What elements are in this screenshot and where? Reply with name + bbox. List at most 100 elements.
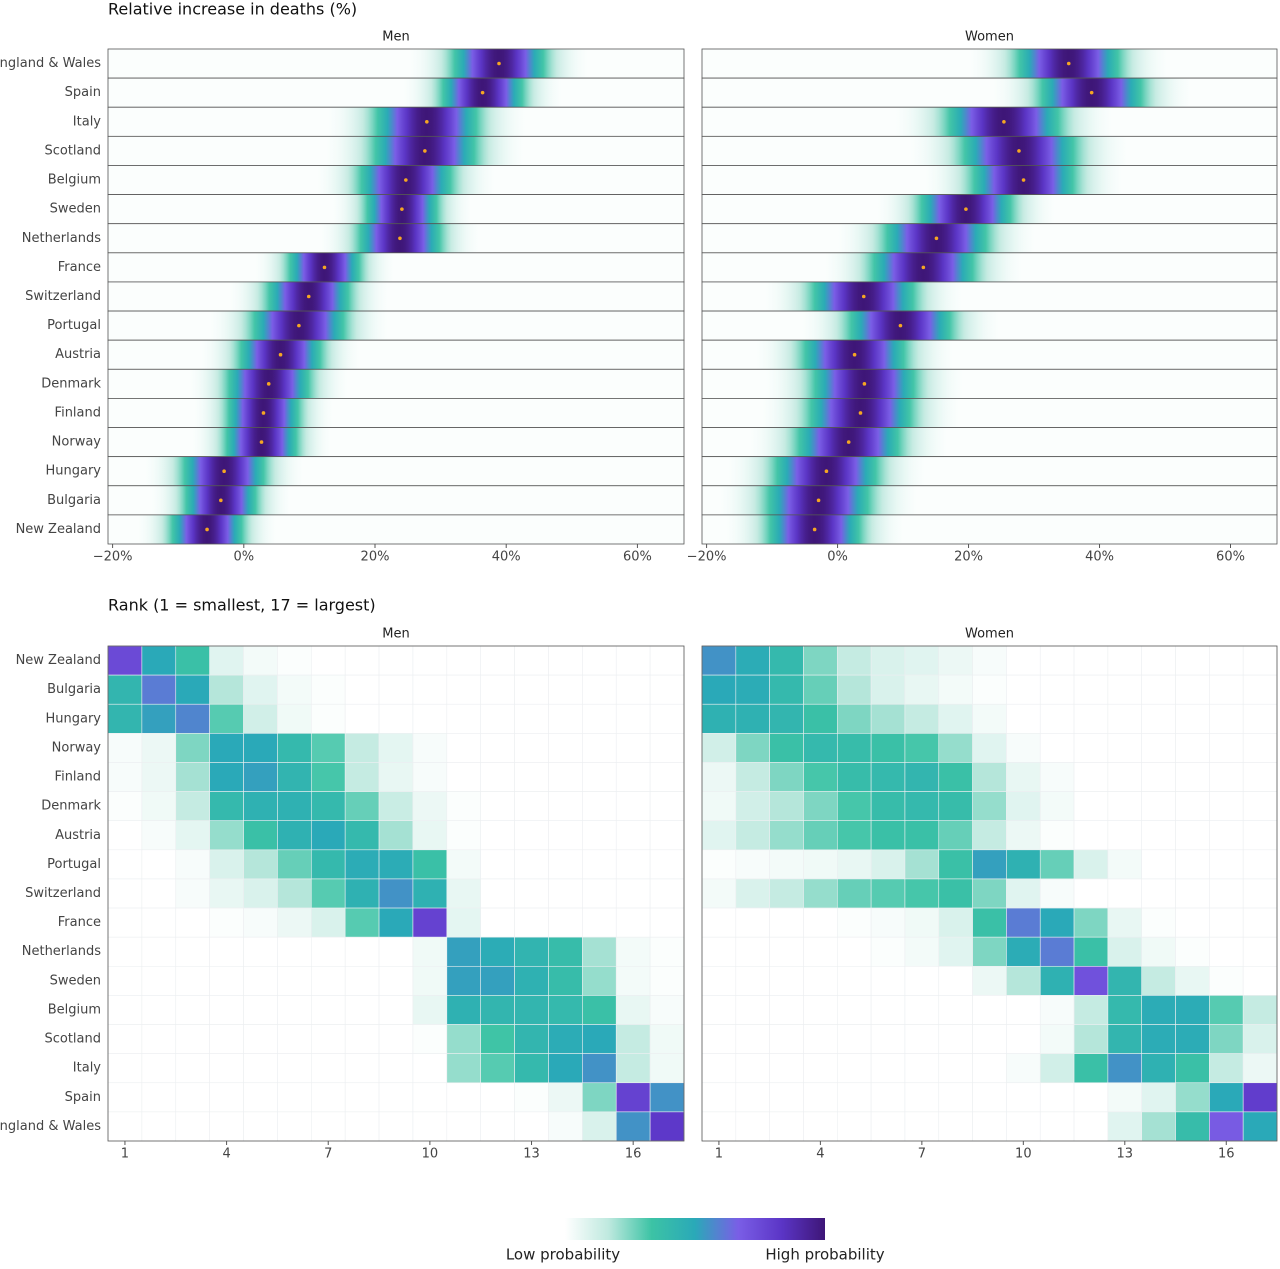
heat-cell [803, 965, 838, 996]
heat-cell [1209, 733, 1244, 763]
heat-cell [904, 878, 940, 909]
heat-cell [412, 733, 448, 763]
heat-cell [701, 674, 737, 705]
heat-cell [701, 907, 737, 938]
heat-cell [735, 1053, 770, 1084]
heat-cell [769, 1024, 804, 1054]
heat-cell [175, 1053, 210, 1084]
density-band [701, 281, 1278, 312]
heat-cell [378, 878, 414, 909]
heat-cell [446, 1024, 482, 1054]
density-band [107, 223, 685, 254]
heat-cell [769, 791, 804, 822]
heat-cell [1175, 965, 1210, 996]
heat-cell [1242, 674, 1278, 705]
heat-cell [972, 674, 1007, 705]
heat-cell [1006, 1111, 1041, 1142]
heat-cell [972, 995, 1007, 1025]
heat-cell [735, 1024, 770, 1054]
heat-cell [1107, 645, 1143, 676]
heat-cell [378, 1111, 414, 1142]
heat-cell [735, 965, 770, 996]
heat-cell [344, 936, 380, 967]
heat-cell [310, 1024, 346, 1054]
heat-cell [480, 1024, 515, 1054]
heat-cell [1209, 995, 1244, 1025]
heat-cell [701, 1053, 737, 1084]
heat-cell [972, 936, 1007, 967]
heat-cell [938, 762, 973, 792]
heat-cell [514, 936, 549, 967]
heat-cell [904, 645, 940, 676]
heat-cell [141, 965, 177, 996]
heat-cell [904, 733, 940, 763]
heat-cell [1006, 733, 1041, 763]
heat-cell [548, 762, 583, 792]
heat-cell [175, 1082, 210, 1113]
heat-cell [310, 762, 346, 792]
heat-cell [836, 820, 872, 851]
heat-cell [344, 965, 380, 996]
y-tick-label: Portugal [47, 318, 101, 333]
heat-cell [107, 965, 143, 996]
y-tick-label: Italy [73, 114, 102, 129]
heat-cell [1073, 1024, 1109, 1054]
heat-cell [1039, 703, 1075, 734]
median-point [480, 90, 485, 95]
heat-cell [1175, 907, 1210, 938]
heat-cell [175, 791, 210, 822]
heat-cell [1209, 965, 1244, 996]
heat-cell [310, 645, 346, 676]
heat-cell [836, 733, 872, 763]
heat-cell [107, 995, 143, 1025]
y-tick-label: Switzerland [25, 289, 101, 304]
heat-cell [480, 1111, 515, 1142]
y-tick-label: Denmark [41, 799, 101, 814]
heat-cell [141, 674, 177, 705]
heat-cell [378, 965, 414, 996]
median-point [297, 323, 301, 328]
heat-cell [514, 791, 549, 822]
heat-cell [209, 965, 244, 996]
heat-cell [243, 936, 278, 967]
median-point [898, 323, 903, 328]
heat-cell [175, 1111, 210, 1142]
heat-cell [107, 1053, 143, 1084]
heat-cell [735, 936, 770, 967]
heat-cell [412, 849, 448, 880]
chart-title: Rank (1 = smallest, 17 = largest) [108, 596, 376, 615]
heat-cell [582, 907, 617, 938]
heat-cell [615, 820, 651, 851]
heat-cell [1175, 936, 1210, 967]
heat-cell [938, 703, 973, 734]
heat-cell [344, 674, 380, 705]
heat-cell [378, 733, 414, 763]
heat-cell [972, 820, 1007, 851]
heat-cell [735, 762, 770, 792]
heat-cell [938, 965, 973, 996]
y-tick-label: Portugal [47, 857, 101, 872]
heat-cell [310, 791, 346, 822]
median-point [846, 440, 851, 444]
heat-cell [344, 820, 380, 851]
median-point [205, 527, 209, 532]
heat-cell [1039, 995, 1075, 1025]
heat-cell [649, 907, 685, 938]
heat-cell [1073, 878, 1109, 909]
heat-cell [836, 1053, 872, 1084]
heat-cell [175, 645, 210, 676]
heat-cell [836, 936, 872, 967]
heat-cell [1209, 1024, 1244, 1054]
heat-cell [277, 645, 312, 676]
density-band [107, 514, 685, 545]
heat-cell [1141, 1111, 1176, 1142]
heat-cell [141, 1053, 177, 1084]
heat-cell [107, 820, 143, 851]
heat-cell [310, 907, 346, 938]
heat-cell [446, 1082, 482, 1113]
heat-cell [904, 703, 940, 734]
heat-cell [1141, 995, 1176, 1025]
heat-cell [649, 820, 685, 851]
heat-cell [1107, 965, 1143, 996]
heat-cell [1107, 703, 1143, 734]
